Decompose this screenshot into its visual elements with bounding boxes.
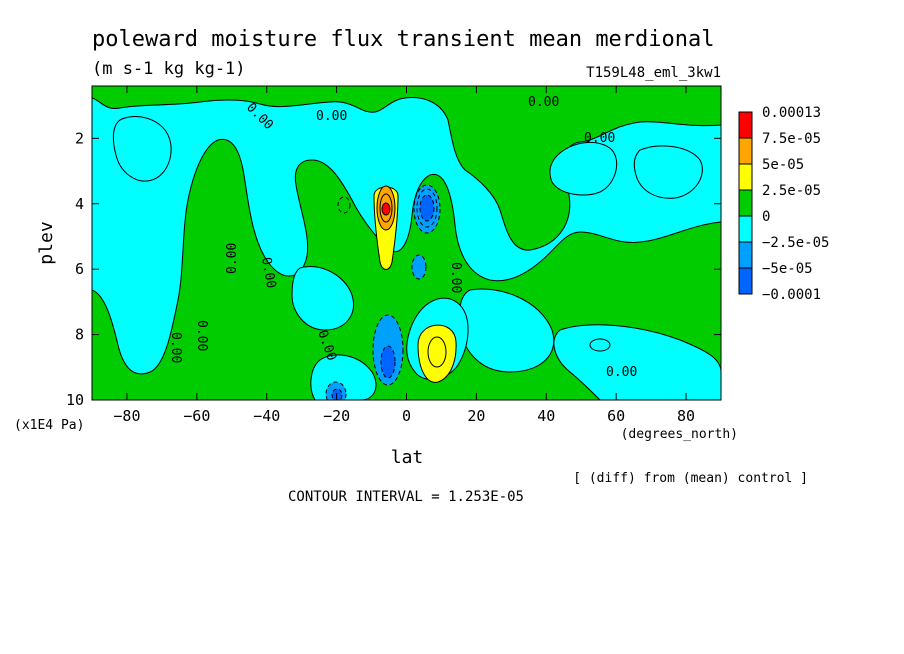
legend-label: 5e-05: [762, 157, 804, 173]
x-tick-label: −40: [253, 407, 280, 425]
legend-label: 7.5e-05: [762, 131, 821, 147]
region-negative-large: [331, 194, 435, 400]
x-tick-label: 60: [607, 407, 625, 425]
contour-labels: 0.00 0.00 0.00 0.00 0.00 0.00 0.00 0.00 …: [168, 95, 637, 380]
x-tick-label: 80: [677, 407, 695, 425]
contour-label: 0.00: [316, 109, 347, 124]
legend-swatch: [738, 163, 753, 191]
x-tick-label: 0: [402, 407, 411, 425]
x-tick-label: −20: [323, 407, 350, 425]
contour-rings: [337, 188, 611, 368]
x-tick-label: −60: [183, 407, 210, 425]
legend-swatch: [738, 215, 753, 243]
contour-interval: CONTOUR INTERVAL = 1.253E-05: [288, 489, 524, 505]
y-units-label: (x1E4 Pa): [14, 418, 84, 433]
y-tick-label: 8: [75, 326, 84, 344]
plot-area: 0.00 0.00 0.00 0.00 0.00 0.00 0.00 0.00 …: [92, 86, 721, 400]
legend-label: 2.5e-05: [762, 183, 821, 199]
y-axis-label: plev: [36, 221, 57, 264]
legend-swatch: [738, 241, 753, 269]
x-units-label: (degrees_north): [621, 427, 738, 442]
contour-label: 0.00: [258, 256, 278, 289]
legend-label: 0: [762, 209, 770, 225]
y-tick-label: 10: [66, 391, 84, 409]
diff-note: [ (diff) from (mean) control ]: [573, 471, 808, 486]
units-label: (m s-1 kg kg-1): [92, 59, 246, 79]
legend-label: −5e-05: [762, 261, 813, 277]
x-tick-label: −80: [113, 407, 140, 425]
legend-swatch: [738, 137, 753, 165]
contour-label: 0.00: [606, 365, 637, 380]
run-label: T159L48_eml_3kw1: [586, 65, 721, 81]
colorbar-legend: 0.00013 7.5e-05 5e-05 2.5e-05 0 −2.5e-05 −5e-0…: [738, 105, 829, 303]
y-tick-label: 6: [75, 260, 84, 278]
legend-label: −0.0001: [762, 287, 821, 303]
x-tick-label: 20: [467, 407, 485, 425]
x-axis: −80 −60 −40 −20 0 20 40 60 80: [113, 86, 695, 425]
legend-swatch: [738, 111, 753, 139]
y-tick-label: 2: [75, 129, 84, 147]
contour-label: 0.00: [528, 95, 559, 110]
y-axis: 2 4 6 8 10: [66, 129, 721, 409]
legend-swatch: [738, 189, 753, 217]
y-tick-label: 4: [75, 195, 84, 213]
legend-label: −2.5e-05: [762, 235, 829, 251]
contour-label: 0.00: [584, 131, 615, 146]
chart-title: poleward moisture flux transient mean me…: [92, 27, 715, 52]
x-axis-label: lat: [391, 447, 424, 468]
legend-label: 0.00013: [762, 105, 821, 121]
contour-label: 0.00: [448, 262, 463, 293]
region-positive-max: [381, 202, 391, 216]
legend-swatch: [738, 267, 753, 295]
contour-label: 0.00: [225, 243, 240, 274]
x-tick-label: 40: [537, 407, 555, 425]
contour-label: 0.00: [168, 332, 183, 363]
contour-label: 0.00: [194, 320, 209, 351]
